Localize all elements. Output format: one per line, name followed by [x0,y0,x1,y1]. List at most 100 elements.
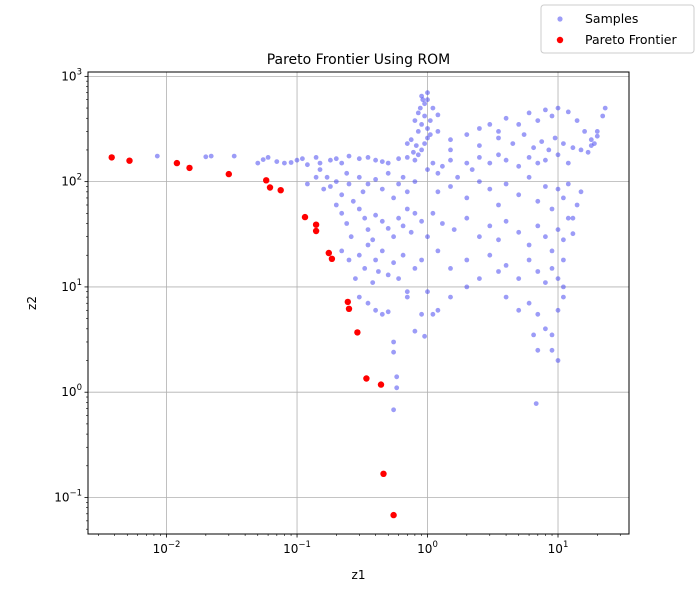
sample-point [404,189,410,195]
sample-point [464,284,470,290]
sample-point [435,170,441,176]
sample-point [549,113,555,119]
sample-point [561,294,566,300]
sample-point [516,276,522,281]
sample-point [379,248,385,254]
sample-point [477,126,482,131]
sample-point [412,179,418,185]
sample-point [455,174,460,180]
sample-point [464,195,470,201]
sample-point [435,248,441,254]
sample-point [400,174,406,180]
sample-point [451,227,457,233]
y-tick-label: 103 [61,67,82,83]
pareto-point [186,164,193,172]
sample-point [533,401,539,406]
sample-point [510,141,516,147]
sample-point [260,157,266,163]
sample-point [448,266,453,271]
sample-point [412,118,418,123]
sample-point [565,160,571,166]
sample-point [400,223,406,229]
sample-point [574,202,580,208]
sample-point [477,234,482,240]
y-tick-label: 101 [61,278,82,294]
pareto-point [173,159,181,167]
sample-point [365,155,371,160]
x-tick-label: 10−1 [283,540,311,556]
sample-point [555,307,561,313]
sample-point [516,163,522,169]
sample-point [585,149,591,155]
sample-point [379,186,385,192]
sample-point [353,276,358,281]
pareto-point [312,221,320,228]
pareto-point [344,298,351,306]
sample-point [487,122,493,127]
sample-point [578,147,584,153]
sample-point [300,156,305,162]
sample-point [561,141,566,147]
sample-point [339,192,345,198]
sample-point [561,237,566,243]
sample-point [365,242,371,248]
sample-point [425,289,430,295]
sample-point [425,126,430,131]
sample-point [535,198,541,204]
sample-point [373,307,378,313]
sample-point [333,156,339,162]
sample-point [419,147,424,153]
sample-point [496,129,501,134]
sample-point [391,349,396,355]
sample-point [417,105,423,111]
sample-point [408,137,414,143]
sample-point [317,167,323,173]
sample-point [535,269,541,274]
sample-point [274,159,280,165]
sample-point [282,160,287,166]
sample-point [516,192,522,198]
sample-point [503,181,509,187]
sample-point [396,181,401,187]
sample-point [526,242,532,248]
sample-point [396,276,401,281]
sample-point [503,218,509,224]
sample-point [411,149,416,155]
ticks-layer: 10−2 10−1 100 101 10−1 100 101 102 103 [54,67,621,556]
sample-point [344,221,350,226]
sample-point [440,163,445,169]
sample-point [543,280,548,285]
sample-point [385,272,391,278]
sample-point [543,157,548,163]
sample-point [288,160,294,165]
sample-point [477,143,482,149]
sample-point [430,311,436,317]
plot-frame [87,71,630,535]
sample-point [516,307,522,313]
sample-point [526,300,532,306]
sample-point [413,143,419,149]
sample-point [305,162,310,168]
sample-point [365,227,371,233]
sample-point [487,160,493,166]
sample-point [469,167,475,173]
sample-point [487,186,493,192]
sample-point [208,153,214,159]
sample-point [385,226,391,231]
sample-point [422,141,427,147]
sample-point [415,110,421,116]
x-tick-label: 101 [548,540,569,556]
sample-point [535,311,541,317]
sample-point [313,174,319,180]
sample-point [408,229,414,235]
legend: Samples Pareto Frontier [540,4,695,54]
sample-point [549,347,555,353]
y-tick-label: 10−1 [54,488,82,504]
sample-point [370,237,376,243]
sample-point [552,135,558,141]
pareto-point [266,184,274,191]
sample-point [420,97,426,103]
sample-point [396,156,401,162]
y-tick-label: 102 [61,173,82,189]
sample-point [394,385,400,391]
